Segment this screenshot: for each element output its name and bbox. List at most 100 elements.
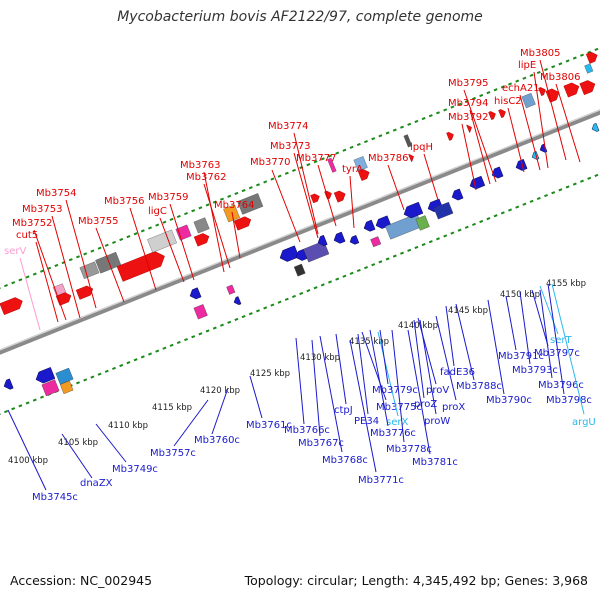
lower-tick-dot bbox=[40, 395, 44, 399]
upper-tick-dot bbox=[306, 163, 311, 167]
reverse-gene-arrow bbox=[375, 215, 392, 229]
reverse-gene-feature bbox=[451, 188, 464, 201]
reverse-label-leader bbox=[349, 339, 377, 473]
upper-tick-dot bbox=[364, 140, 368, 144]
lower-tick-dot bbox=[306, 289, 311, 293]
reverse-label-leader bbox=[369, 329, 389, 427]
reverse-gene-block bbox=[41, 379, 60, 397]
lower-tick-dot bbox=[162, 346, 167, 350]
reverse-label-leader bbox=[445, 305, 455, 367]
lower-tick-dot bbox=[277, 300, 282, 304]
lower-tick-dot bbox=[155, 349, 160, 353]
lower-tick-dot bbox=[565, 185, 570, 189]
reverse-gene-feature bbox=[385, 213, 423, 240]
reverse-gene-label: proW bbox=[424, 416, 450, 427]
reverse-label-leader bbox=[505, 295, 517, 351]
upper-tick-dot bbox=[544, 68, 548, 72]
upper-tick-dot bbox=[256, 183, 260, 187]
upper-tick-dot bbox=[371, 137, 376, 141]
reverse-gene-label: proZ bbox=[414, 399, 437, 410]
lower-tick-dot bbox=[205, 329, 210, 333]
upper-tick-dot bbox=[169, 217, 174, 221]
lower-tick-dot bbox=[587, 176, 592, 180]
upper-tick-dot bbox=[407, 122, 412, 126]
reverse-gene-arrow bbox=[403, 201, 424, 219]
forward-gene-feature bbox=[333, 190, 346, 203]
reverse-gene-feature bbox=[193, 304, 208, 320]
kbp-tick-label: 4155 kbp bbox=[546, 279, 586, 289]
forward-label-leader bbox=[539, 59, 567, 161]
forward-label-leader bbox=[519, 94, 541, 171]
forward-label-leader bbox=[129, 207, 157, 291]
forward-gene-label: lipE bbox=[518, 60, 536, 71]
forward-label-leader bbox=[159, 217, 185, 283]
forward-gene-arrow bbox=[498, 109, 506, 118]
forward-gene-feature bbox=[585, 51, 598, 64]
reverse-label-leader bbox=[173, 399, 209, 447]
forward-gene-arrow bbox=[538, 87, 546, 96]
reverse-gene-arrow bbox=[333, 231, 346, 244]
upper-tick-dot bbox=[205, 203, 210, 207]
lower-tick-dot bbox=[508, 208, 512, 212]
lower-tick-dot bbox=[364, 266, 368, 270]
lower-tick-dot bbox=[25, 401, 30, 405]
forward-label-leader bbox=[463, 89, 497, 183]
lower-tick-dot bbox=[198, 332, 203, 336]
lower-tick-dot bbox=[580, 179, 584, 183]
upper-tick-dot bbox=[263, 180, 268, 184]
lower-tick-dot bbox=[493, 214, 498, 218]
upper-tick-dot bbox=[104, 243, 109, 247]
upper-tick-dot bbox=[40, 269, 44, 273]
lower-tick-dot bbox=[292, 294, 296, 298]
forward-gene-feature bbox=[116, 251, 165, 282]
upper-tick-dot bbox=[572, 56, 577, 60]
lower-tick-dot bbox=[234, 317, 239, 322]
forward-gene-block bbox=[175, 224, 192, 241]
upper-tick-dot bbox=[328, 154, 332, 158]
forward-gene-feature bbox=[237, 193, 264, 215]
forward-gene-arrow bbox=[193, 233, 210, 247]
lower-tick-dot bbox=[284, 297, 289, 301]
forward-label-leader bbox=[507, 107, 525, 173]
forward-label-leader bbox=[387, 164, 405, 211]
forward-gene-arrow bbox=[466, 124, 472, 133]
reverse-gene-label: ctpJ bbox=[334, 405, 353, 416]
forward-gene-label: hisC2 bbox=[494, 96, 522, 107]
reverse-label-leader bbox=[379, 329, 389, 385]
forward-label-leader bbox=[51, 215, 81, 319]
genome-backbone bbox=[0, 109, 600, 355]
upper-tick-dot bbox=[342, 148, 347, 152]
reverse-label-leader bbox=[519, 291, 531, 365]
upper-tick-dot bbox=[18, 278, 23, 282]
upper-tick-dot bbox=[83, 252, 88, 256]
upper-tick-dot bbox=[191, 209, 196, 213]
reverse-gene-label: Mb3791c bbox=[498, 351, 544, 362]
reverse-gene-arrow bbox=[189, 287, 202, 300]
upper-tick-dot bbox=[11, 281, 16, 285]
forward-gene-feature bbox=[310, 193, 320, 204]
upper-tick-dot bbox=[313, 160, 318, 164]
upper-tick-dot bbox=[500, 85, 505, 89]
forward-label-leader bbox=[317, 164, 337, 227]
kbp-tick-label: 4140 kbp bbox=[398, 321, 438, 331]
forward-gene-feature bbox=[521, 92, 536, 109]
upper-tick-dot bbox=[587, 50, 592, 54]
reverse-label-leader bbox=[319, 335, 343, 453]
upper-tick-dot bbox=[212, 200, 217, 204]
upper-tick-dot bbox=[90, 249, 95, 253]
forward-gene-label: Mb3774 bbox=[268, 121, 308, 132]
upper-tick-dot bbox=[414, 119, 419, 124]
forward-gene-label: Mb3759 bbox=[148, 192, 188, 203]
reverse-label-leader bbox=[95, 423, 127, 463]
forward-gene-feature bbox=[466, 124, 472, 133]
forward-label-leader bbox=[349, 175, 355, 229]
upper-tick-dot bbox=[594, 47, 599, 52]
reverse-gene-feature bbox=[370, 236, 382, 248]
upper-tick-dot bbox=[241, 188, 246, 193]
lower-tick-dot bbox=[371, 263, 376, 267]
forward-label-leader bbox=[19, 257, 41, 331]
upper-tick-dot bbox=[155, 223, 160, 227]
reverse-label-leader bbox=[361, 331, 387, 401]
forward-gene-label: Mb3755 bbox=[78, 216, 118, 227]
reverse-gene-label: Mb3757c bbox=[150, 448, 196, 459]
